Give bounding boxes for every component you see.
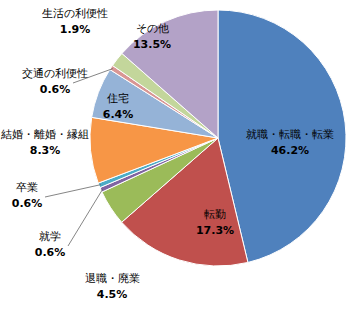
- svg-text:就学0.6%: 就学0.6%: [35, 230, 66, 259]
- svg-text:結婚・離婚・縁組8.3%: 結婚・離婚・縁組8.3%: [8, 128, 89, 157]
- svg-text:交通の利便性0.6%: 交通の利便性0.6%: [22, 67, 88, 96]
- svg-text:生活の利便性1.9%: 生活の利便性1.9%: [42, 7, 108, 36]
- svg-text:住宅6.4%: 住宅6.4%: [103, 92, 134, 121]
- svg-text:転勤17.3%: 転勤17.3%: [196, 208, 234, 237]
- svg-text:退職・廃業4.5%: 退職・廃業4.5%: [85, 272, 140, 301]
- svg-text:就職・転職・転業46.2%: 就職・転職・転業46.2%: [246, 128, 334, 157]
- svg-text:卒業0.6%: 卒業0.6%: [12, 181, 43, 210]
- svg-text:その他13.5%: その他13.5%: [133, 22, 171, 51]
